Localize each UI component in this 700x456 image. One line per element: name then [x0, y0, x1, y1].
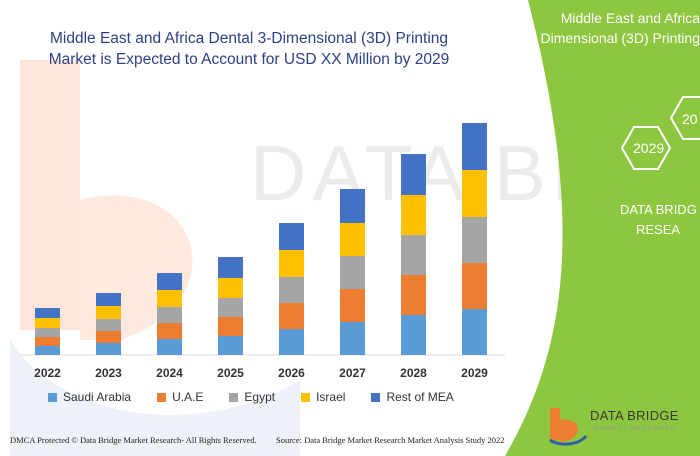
bar-segment-2023-rest-of-mea: [96, 293, 121, 306]
side-panel-brand: DATA BRIDG RESEA: [620, 200, 697, 240]
logo-tagline: MARKET RESEARCH: [594, 426, 677, 432]
legend-swatch: [371, 392, 381, 402]
footer-copyright: DMCA Protected © Data Bridge Market Rese…: [10, 435, 257, 445]
bar-segment-2027-rest-of-mea: [340, 189, 365, 223]
legend-label: U.A.E: [172, 390, 204, 404]
logo-name: DATA BRIDGE: [590, 408, 679, 423]
legend-label: Saudi Arabia: [63, 390, 132, 404]
bar-segment-2023-saudi-arabia: [96, 343, 121, 355]
bar-segment-2024-israel: [157, 290, 182, 307]
x-tick-label-2022: 2022: [34, 366, 61, 380]
side-panel-brand-line1: DATA BRIDG: [620, 202, 697, 217]
x-tick-label-2028: 2028: [400, 366, 427, 380]
bar-segment-2025-saudi-arabia: [218, 336, 243, 355]
bar-segment-2022-u-a-e: [35, 337, 60, 346]
bar-segment-2026-saudi-arabia: [279, 329, 304, 355]
bar-segment-2024-rest-of-mea: [157, 273, 182, 290]
bar-segment-2029-rest-of-mea: [462, 123, 487, 170]
legend-item-rest-of-mea: Rest of MEA: [371, 390, 454, 404]
bar-segment-2027-egypt: [340, 256, 365, 289]
watermark-logo-wave: [10, 340, 300, 456]
bar-segment-2028-israel: [401, 195, 426, 235]
bar-segment-2023-israel: [96, 306, 121, 319]
bar-segment-2025-egypt: [218, 298, 243, 317]
side-panel-title: Middle East and Africa Dimensional (3D) …: [530, 8, 700, 48]
bar-segment-2029-israel: [462, 170, 487, 217]
legend-item-saudi-arabia: Saudi Arabia: [48, 390, 131, 404]
watermark-logo-bar: [20, 60, 80, 330]
bar-segment-2026-u-a-e: [279, 303, 304, 329]
x-tick-label-2027: 2027: [339, 366, 366, 380]
legend-item-israel: Israel: [301, 390, 345, 404]
bar-segment-2029-saudi-arabia: [462, 309, 487, 355]
x-tick-label-2023: 2023: [95, 366, 122, 380]
legend-label: Israel: [316, 390, 346, 404]
hex-year-label-partial: 20: [682, 111, 698, 127]
bar-segment-2026-egypt: [279, 277, 304, 303]
bar-segment-2023-u-a-e: [96, 331, 121, 343]
x-tick-label-2024: 2024: [156, 366, 183, 380]
bar-segment-2028-saudi-arabia: [401, 315, 426, 355]
chart-legend: Saudi Arabia U.A.E Egypt Israel Rest of MEA: [48, 390, 480, 404]
chart-title-line2: Market is Expected to Account for USD XX…: [48, 51, 450, 68]
bar-segment-2025-u-a-e: [218, 317, 243, 336]
bar-segment-2027-israel: [340, 223, 365, 256]
legend-swatch: [301, 392, 311, 402]
legend-swatch: [48, 392, 57, 402]
bar-segment-2027-saudi-arabia: [340, 322, 365, 355]
side-panel-title-line1: Middle East and Africa: [560, 10, 700, 26]
x-tick-label-2029: 2029: [461, 366, 488, 380]
bar-segment-2028-u-a-e: [401, 275, 426, 315]
bar-segment-2024-saudi-arabia: [157, 339, 182, 355]
hex-year-label: 2029: [633, 140, 664, 156]
x-tick-label-2025: 2025: [217, 366, 244, 380]
bar-segment-2029-egypt: [462, 217, 487, 263]
bar-segment-2024-egypt: [157, 307, 182, 323]
bar-segment-2022-israel: [35, 318, 60, 328]
chart-title-line1: Middle East and Africa Dental 3-Dimensio…: [49, 30, 448, 47]
legend-swatch: [229, 392, 239, 402]
hex-badge-second: [669, 96, 700, 140]
bar-segment-2029-u-a-e: [462, 263, 487, 309]
hex-badge-2029: [620, 126, 672, 170]
legend-swatch: [157, 392, 167, 402]
bar-segment-2027-u-a-e: [340, 289, 365, 322]
legend-label: Rest of MEA: [386, 390, 454, 404]
side-panel-brand-line2: RESEA: [636, 222, 681, 237]
bar-segment-2023-egypt: [96, 319, 121, 331]
side-panel-title-line2: Dimensional (3D) Printing: [540, 30, 700, 46]
legend-item-u-a-e: U.A.E: [157, 390, 203, 404]
bar-segment-2028-rest-of-mea: [401, 154, 426, 195]
bar-segment-2022-egypt: [35, 328, 60, 337]
bar-segment-2022-saudi-arabia: [35, 346, 60, 355]
chart-title: Middle East and Africa Dental 3-Dimensio…: [14, 28, 484, 70]
bar-segment-2022-rest-of-mea: [35, 308, 60, 318]
bar-segment-2026-rest-of-mea: [279, 223, 304, 250]
logo-icon: [549, 408, 588, 446]
bar-segment-2025-rest-of-mea: [218, 257, 243, 278]
legend-label: Egypt: [244, 390, 276, 404]
bar-segment-2026-israel: [279, 250, 304, 277]
bar-segment-2028-egypt: [401, 235, 426, 275]
bar-segment-2024-u-a-e: [157, 323, 182, 339]
legend-item-egypt: Egypt: [229, 390, 275, 404]
x-tick-label-2026: 2026: [278, 366, 305, 380]
footer-source: Source: Data Bridge Market Research Mark…: [276, 435, 505, 445]
green-panel: [505, 0, 700, 456]
bar-segment-2025-israel: [218, 278, 243, 298]
